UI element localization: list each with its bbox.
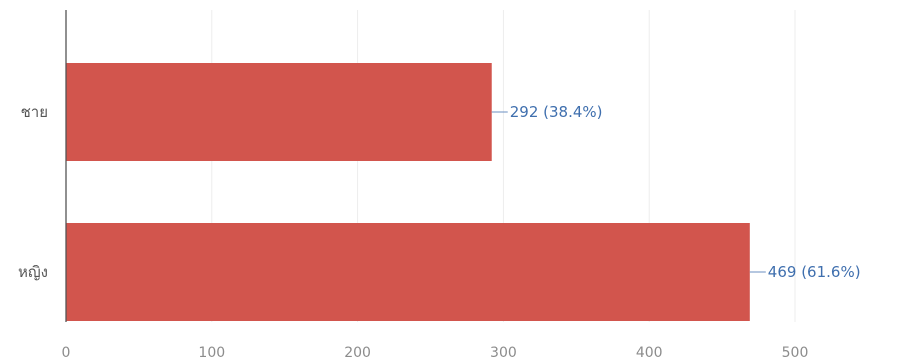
x-tick-label-100: 100: [198, 345, 225, 361]
bar-0: [66, 63, 492, 161]
x-tick-label-200: 200: [344, 345, 371, 361]
x-tick-label-0: 0: [62, 345, 71, 361]
data-label-1: 469 (61.6%): [768, 263, 861, 281]
x-axis-ticks: 0 100 200 300 400 500: [62, 345, 809, 361]
data-label-0: 292 (38.4%): [510, 103, 603, 121]
x-tick-label-500: 500: [782, 345, 809, 361]
bar-1: [66, 223, 750, 321]
bars: [66, 63, 750, 321]
x-tick-label-400: 400: [636, 345, 663, 361]
x-tick-label-300: 300: [490, 345, 517, 361]
category-label-0: ชาย: [21, 103, 48, 121]
data-labels: 292 (38.4%) 469 (61.6%): [491, 103, 861, 281]
category-label-1: หญิง: [18, 263, 48, 281]
